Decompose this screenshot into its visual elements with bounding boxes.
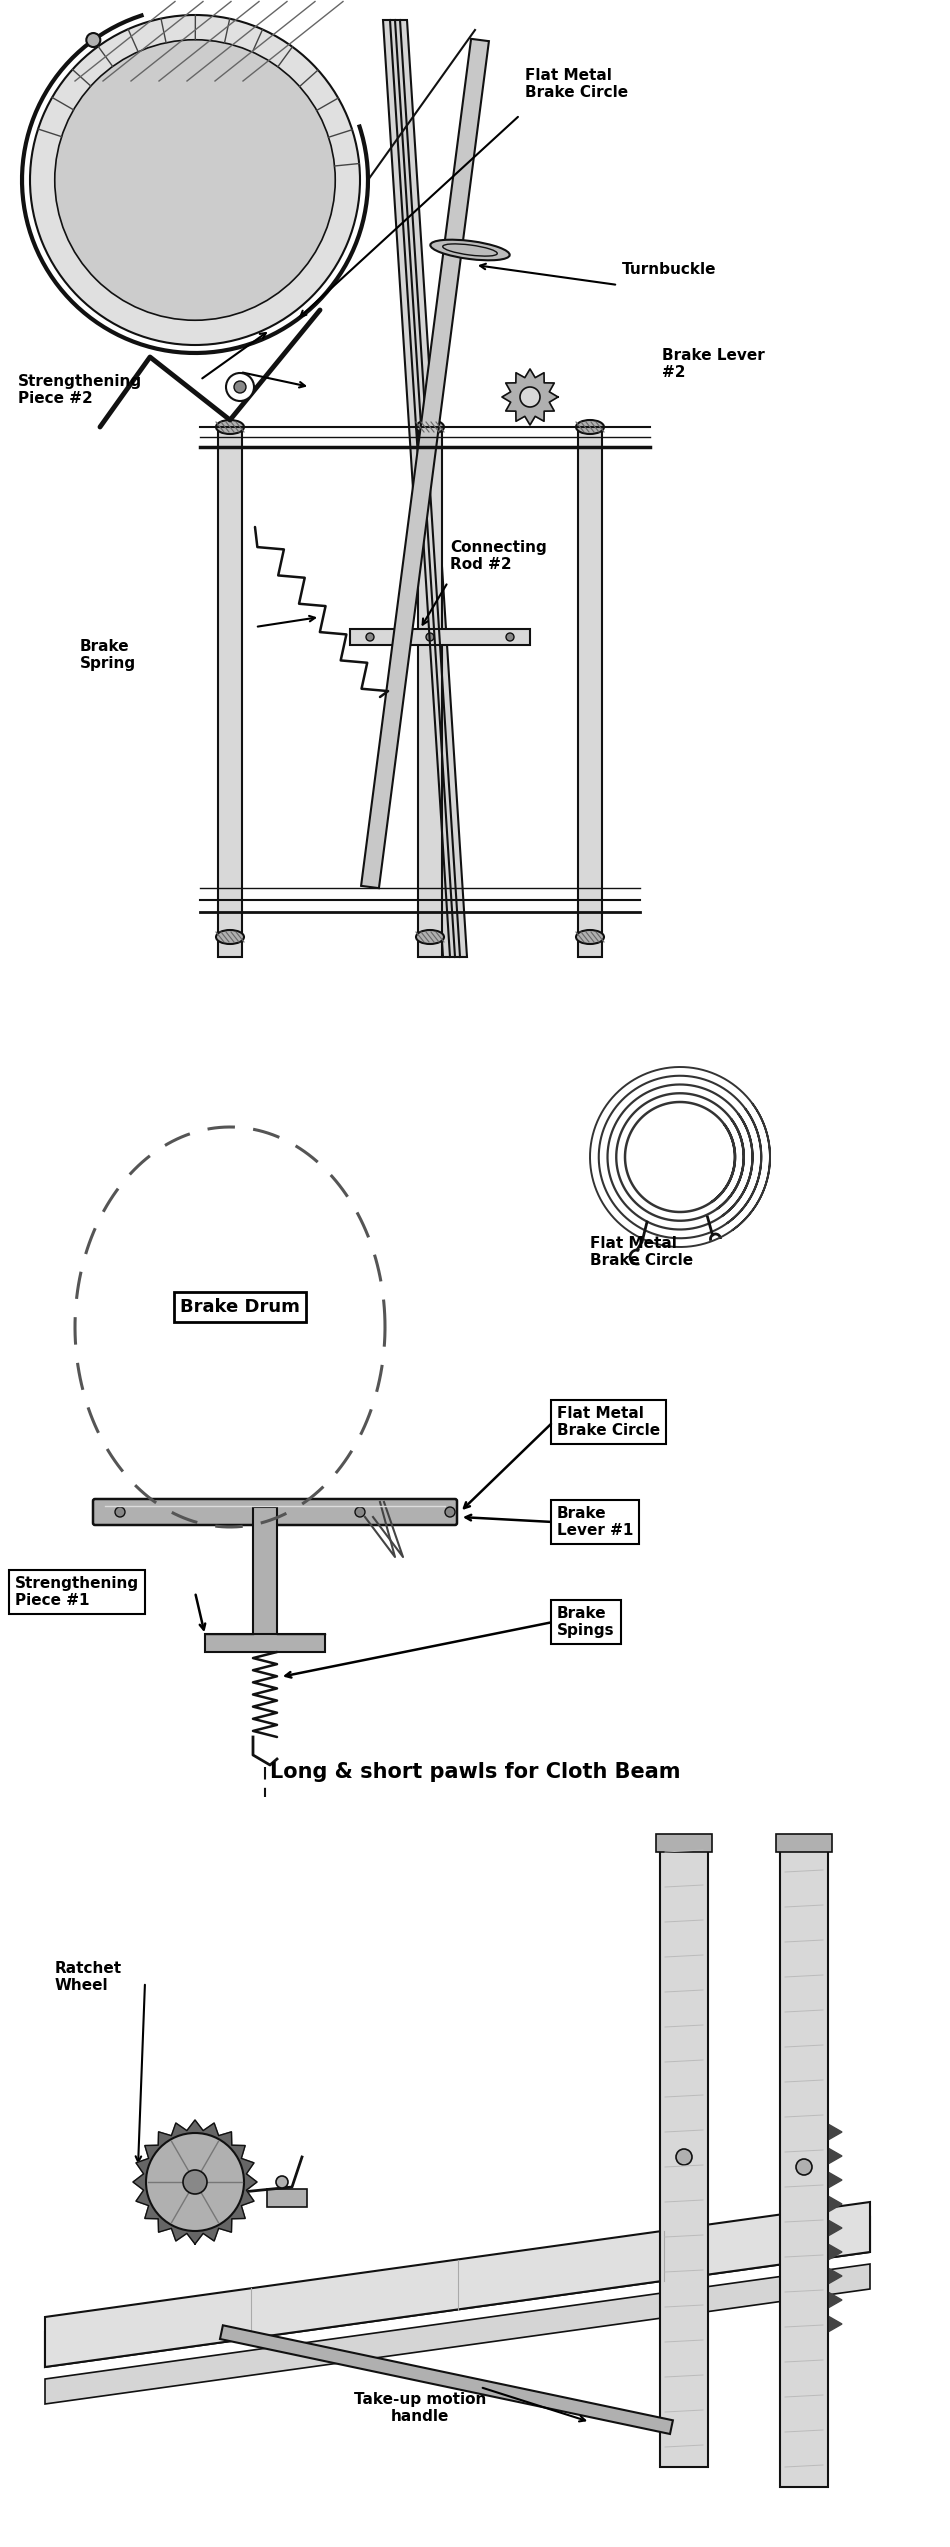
Circle shape: [55, 41, 335, 321]
Polygon shape: [828, 2196, 842, 2211]
Bar: [660, 1847, 708, 2468]
Ellipse shape: [216, 930, 244, 945]
Ellipse shape: [416, 420, 444, 433]
Circle shape: [255, 1508, 265, 1518]
Wedge shape: [30, 15, 360, 344]
Text: Strengthening
Piece #2: Strengthening Piece #2: [18, 374, 142, 405]
Text: Connecting
Rod #2: Connecting Rod #2: [450, 540, 547, 573]
Circle shape: [355, 1508, 365, 1518]
Polygon shape: [45, 2216, 870, 2366]
Ellipse shape: [576, 420, 604, 433]
Text: Strengthening
Piece #1: Strengthening Piece #1: [15, 1577, 139, 1607]
Ellipse shape: [576, 930, 604, 945]
Text: Flat Metal
Brake Circle: Flat Metal Brake Circle: [557, 1406, 660, 1439]
Circle shape: [520, 387, 540, 408]
Circle shape: [234, 382, 246, 392]
Bar: [776, 1834, 832, 1852]
Polygon shape: [45, 2203, 870, 2366]
Bar: [780, 1847, 828, 2486]
Polygon shape: [828, 2267, 842, 2285]
Polygon shape: [828, 2244, 842, 2259]
Circle shape: [796, 2160, 812, 2175]
Circle shape: [676, 2150, 692, 2165]
Bar: [267, 2188, 307, 2208]
Polygon shape: [828, 2292, 842, 2308]
Polygon shape: [828, 2147, 842, 2165]
Polygon shape: [45, 2264, 870, 2404]
Circle shape: [366, 634, 374, 642]
Bar: [578, 428, 602, 958]
Text: Brake
Lever #1: Brake Lever #1: [557, 1505, 634, 1538]
Bar: [220, 2325, 673, 2435]
Bar: [656, 1834, 712, 1852]
Polygon shape: [502, 369, 558, 425]
Bar: [418, 428, 442, 958]
Polygon shape: [828, 2221, 842, 2236]
Text: Flat Metal
Brake Circle: Flat Metal Brake Circle: [590, 1235, 694, 1268]
Text: Flat Metal
Brake Circle: Flat Metal Brake Circle: [525, 69, 628, 99]
Text: Brake
Spings: Brake Spings: [557, 1605, 615, 1638]
Polygon shape: [383, 20, 467, 958]
Text: Brake Drum: Brake Drum: [180, 1299, 300, 1317]
Ellipse shape: [216, 420, 244, 433]
Ellipse shape: [430, 239, 510, 260]
Bar: [205, 1635, 325, 1653]
Circle shape: [445, 1508, 455, 1518]
Text: Brake
Spring: Brake Spring: [80, 639, 136, 672]
Polygon shape: [361, 38, 489, 889]
Polygon shape: [133, 2119, 257, 2244]
Bar: [218, 428, 242, 958]
Circle shape: [183, 2170, 207, 2193]
Text: Brake Lever
#2: Brake Lever #2: [662, 346, 765, 380]
Bar: [350, 629, 530, 644]
Polygon shape: [828, 2315, 842, 2333]
Ellipse shape: [416, 930, 444, 945]
Circle shape: [115, 1508, 125, 1518]
Circle shape: [226, 372, 254, 400]
Text: Ratchet
Wheel: Ratchet Wheel: [55, 1961, 123, 1994]
Polygon shape: [828, 2124, 842, 2139]
FancyBboxPatch shape: [93, 1500, 457, 1526]
Circle shape: [146, 2132, 244, 2231]
Text: Long & short pawls for Cloth Beam: Long & short pawls for Cloth Beam: [270, 1763, 680, 1783]
Text: Turnbuckle: Turnbuckle: [622, 262, 716, 278]
Text: Take-up motion
handle: Take-up motion handle: [353, 2392, 486, 2425]
Circle shape: [426, 634, 434, 642]
Polygon shape: [828, 2173, 842, 2188]
Circle shape: [276, 2175, 288, 2188]
Circle shape: [86, 33, 101, 46]
Bar: [253, 1508, 277, 1653]
Circle shape: [506, 634, 514, 642]
